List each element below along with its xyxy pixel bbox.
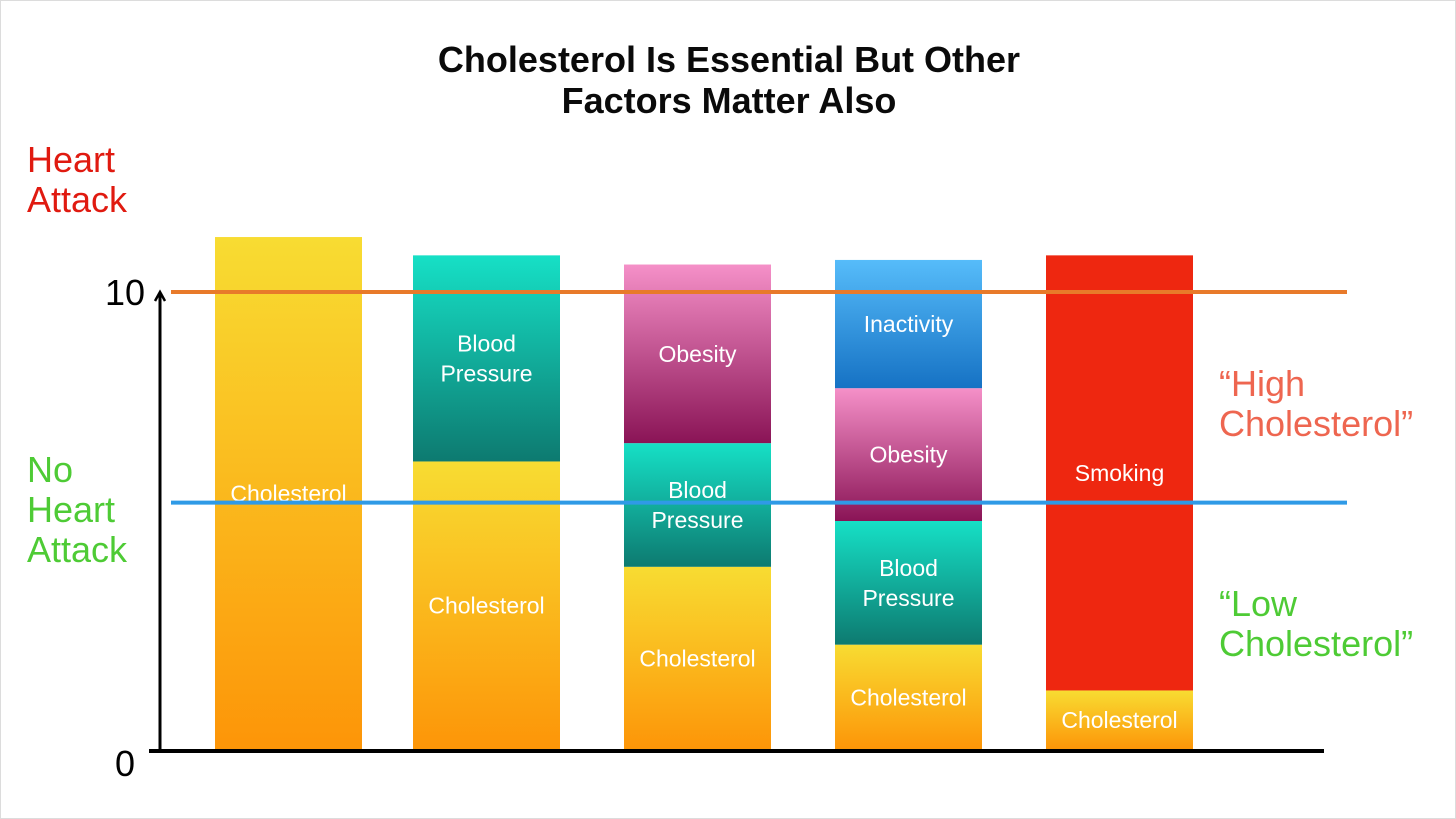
chart-title: Cholesterol Is Essential But Other Facto…	[301, 39, 1157, 121]
reference-lines-group	[171, 290, 1347, 505]
heart-attack-label-line-2: Attack	[27, 179, 128, 220]
y-tick-label-10: 10	[105, 272, 146, 313]
no-heart-attack-label-line-3: Attack	[27, 529, 128, 570]
bar-5-label-smoking: Smoking	[1075, 460, 1164, 486]
high-cholesterol-label-line-2: Cholesterol”	[1219, 403, 1414, 444]
bar-1-segment-cholesterol	[215, 237, 362, 751]
bar-4-segment-inactivity	[835, 259, 982, 389]
y-axis-arrow	[153, 289, 167, 302]
high-cholesterol-label-line-1: “High	[1219, 363, 1306, 404]
bar-3-segment-obesity	[624, 264, 771, 444]
bar-3-segment-cholesterol	[624, 566, 771, 750]
bar-5-segment-cholesterol	[1046, 690, 1193, 750]
heart-attack-label: Heart Attack	[27, 140, 127, 220]
chart-title-line-1: Cholesterol Is Essential But Other	[437, 39, 1021, 80]
bar-2-label-cholesterol: Cholesterol	[428, 593, 544, 619]
bar-5-label-cholesterol: Cholesterol	[1061, 707, 1177, 733]
bar-3-label-blood-pressure: Blood Pressure	[651, 477, 743, 533]
bar-5-segment-smoking	[1046, 255, 1193, 691]
heart-attack-label-line-1: Heart	[27, 139, 116, 180]
bar-4-segment-obesity	[835, 388, 982, 521]
bar-4-segment-blood-pressure	[835, 521, 982, 645]
high-cholesterol-label: “High Cholesterol”	[1219, 364, 1413, 444]
no-heart-attack-label: No Heart Attack	[27, 450, 127, 570]
bar-2-segment-cholesterol	[413, 461, 560, 750]
no-heart-attack-label-line-2: Heart	[27, 489, 116, 530]
bar-3-segment-blood-pressure	[624, 443, 771, 567]
y-tick-label-0: 0	[115, 743, 136, 784]
low-cholesterol-label-line-2: Cholesterol”	[1219, 623, 1414, 664]
bar-3-label-obesity: Obesity	[659, 341, 737, 367]
bar-2-label-blood-pressure: Blood Pressure	[440, 330, 532, 386]
low-cholesterol-label-line-1: “Low	[1219, 583, 1298, 624]
chart-title-line-2: Factors Matter Also	[561, 80, 897, 121]
bar-4-label-obesity: Obesity	[870, 442, 948, 468]
low-cholesterol-label: “Low Cholesterol”	[1219, 584, 1413, 664]
bars-group: Cholesterol Cholesterol Blood Pressure Chole…	[215, 237, 1193, 751]
bar-4-label-cholesterol: Cholesterol	[850, 684, 966, 710]
bar-4-segment-cholesterol	[835, 644, 982, 750]
axes-group	[149, 289, 1324, 753]
bar-2-segment-blood-pressure	[413, 255, 560, 462]
bar-4-label-inactivity: Inactivity	[864, 311, 954, 337]
no-heart-attack-label-line-1: No	[27, 449, 74, 490]
bar-3-label-cholesterol: Cholesterol	[639, 645, 755, 671]
bar-4-label-blood-pressure: Blood Pressure	[862, 555, 954, 611]
